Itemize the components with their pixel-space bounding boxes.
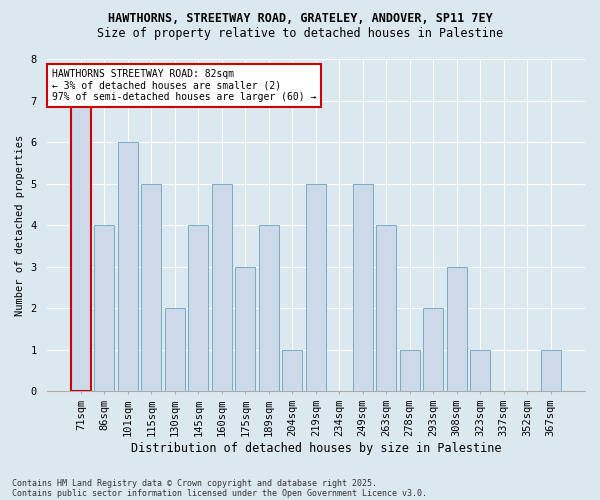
Text: HAWTHORNS, STREETWAY ROAD, GRATELEY, ANDOVER, SP11 7EY: HAWTHORNS, STREETWAY ROAD, GRATELEY, AND… xyxy=(107,12,493,26)
Bar xyxy=(94,225,115,392)
Text: Size of property relative to detached houses in Palestine: Size of property relative to detached ho… xyxy=(97,28,503,40)
Bar xyxy=(470,350,490,392)
Bar xyxy=(118,142,138,392)
Bar xyxy=(283,350,302,392)
Bar xyxy=(165,308,185,392)
Bar xyxy=(188,225,208,392)
Text: HAWTHORNS STREETWAY ROAD: 82sqm
← 3% of detached houses are smaller (2)
97% of s: HAWTHORNS STREETWAY ROAD: 82sqm ← 3% of … xyxy=(52,69,316,102)
Bar xyxy=(212,184,232,392)
Bar xyxy=(446,266,467,392)
Bar xyxy=(423,308,443,392)
Bar xyxy=(71,100,91,392)
Text: Contains public sector information licensed under the Open Government Licence v3: Contains public sector information licen… xyxy=(12,488,427,498)
Y-axis label: Number of detached properties: Number of detached properties xyxy=(15,134,25,316)
Bar xyxy=(400,350,419,392)
Bar xyxy=(306,184,326,392)
Bar xyxy=(353,184,373,392)
Bar xyxy=(235,266,256,392)
X-axis label: Distribution of detached houses by size in Palestine: Distribution of detached houses by size … xyxy=(131,442,501,455)
Bar xyxy=(142,184,161,392)
Bar xyxy=(541,350,560,392)
Bar xyxy=(259,225,279,392)
Bar xyxy=(376,225,396,392)
Text: Contains HM Land Registry data © Crown copyright and database right 2025.: Contains HM Land Registry data © Crown c… xyxy=(12,478,377,488)
